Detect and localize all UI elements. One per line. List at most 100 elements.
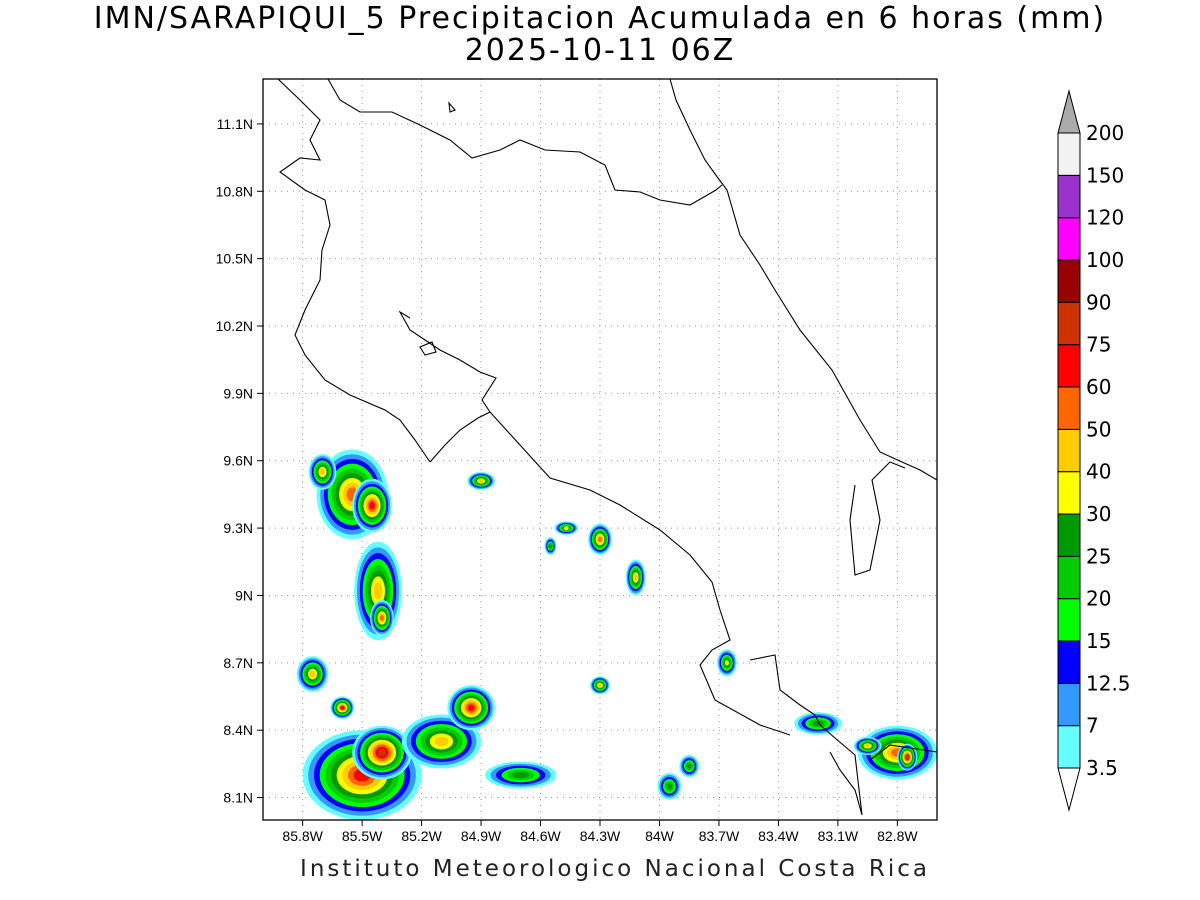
- colorbar-swatch: [1057, 640, 1081, 684]
- rain-cell: [794, 712, 842, 735]
- colorbar-swatch: [1057, 513, 1081, 557]
- lat-tick-label: 8.7N: [223, 655, 253, 671]
- colorbar-level-label: 75: [1086, 333, 1111, 357]
- lat-tick-label: 10.2N: [216, 318, 253, 334]
- rain-cell: [590, 676, 610, 695]
- colorbar-level-label: 3.5: [1086, 756, 1118, 780]
- lon-tick-label: 85.2W: [401, 828, 442, 844]
- colorbar-over-triangle: [1057, 89, 1081, 134]
- rain-cell: [657, 772, 682, 800]
- rain-contour: [666, 783, 673, 790]
- rain-contour: [379, 615, 384, 621]
- rain-cell: [897, 743, 918, 771]
- rain-cell: [588, 523, 612, 556]
- map-title: IMN/SARAPIQUI_5 Precipitacion Acumulada …: [93, 1, 1107, 36]
- rain-contour: [369, 501, 375, 510]
- colorbar-swatch: [1057, 344, 1081, 388]
- lon-tick-label: 85.8W: [282, 828, 323, 844]
- rain-contour: [309, 670, 316, 678]
- rain-contour: [478, 478, 484, 483]
- rain-cell: [853, 736, 882, 755]
- colorbar-swatch: [1057, 471, 1081, 515]
- rain-contour: [633, 574, 638, 581]
- rain-cell: [330, 696, 355, 719]
- colorbar-level-label: 200: [1086, 121, 1124, 145]
- lat-tick-label: 10.8N: [216, 183, 253, 199]
- rain-cell: [352, 725, 412, 780]
- colorbar-level-label: 7: [1086, 714, 1099, 738]
- lake-island: [448, 101, 456, 113]
- lat-tick-label: 9.6N: [223, 453, 253, 469]
- rain-cell: [544, 537, 557, 556]
- rain-contour: [598, 683, 602, 688]
- rain-contour: [512, 771, 529, 779]
- colorbar-swatch: [1057, 174, 1081, 219]
- colorbar-level-label: 12.5: [1086, 671, 1131, 695]
- caribbean-coastline: [669, 79, 937, 481]
- osa-peninsula: [749, 654, 863, 816]
- colorbar-swatch: [1057, 725, 1081, 769]
- rain-cell: [447, 685, 495, 731]
- rain-contour: [724, 660, 729, 666]
- rain-contour: [865, 743, 871, 748]
- rain-contour: [434, 736, 449, 747]
- rain-contour: [563, 526, 569, 531]
- rain-contour: [905, 755, 910, 760]
- precipitation-field: [296, 449, 937, 820]
- map-background: [263, 79, 937, 820]
- lon-tick-label: 83.7W: [699, 828, 740, 844]
- rain-contour: [812, 720, 824, 727]
- rain-contour: [686, 763, 692, 769]
- rain-contour: [378, 749, 386, 757]
- rain-cell: [679, 754, 700, 778]
- colorbar-swatch: [1057, 386, 1081, 430]
- lat-tick-label: 9N: [235, 587, 253, 603]
- rain-cell: [352, 478, 392, 533]
- rain-cell: [716, 649, 737, 677]
- colorbar-level-label: 90: [1086, 290, 1111, 314]
- colorbar-swatch: [1057, 217, 1081, 261]
- nicoya-gulf-coast: [398, 310, 497, 463]
- colorbar-swatch: [1057, 259, 1081, 303]
- costa-rica-panama-border: [489, 411, 791, 736]
- colorbar-level-label: 100: [1086, 248, 1124, 272]
- colorbar-swatch: [1057, 428, 1081, 473]
- burica-coast: [869, 744, 937, 761]
- lat-tick-label: 9.3N: [223, 520, 253, 536]
- rain-contour: [467, 704, 475, 711]
- pacific-coastline-north: [277, 79, 431, 463]
- colorbar-level-label: 20: [1086, 587, 1111, 611]
- rain-cell: [308, 453, 337, 490]
- lat-tick-label: 8.4N: [223, 722, 253, 738]
- institution-footer: Instituto Meteorologico Nacional Costa R…: [300, 856, 930, 882]
- lon-tick-label: 83.1W: [818, 828, 859, 844]
- colorbar-under-triangle: [1057, 767, 1081, 812]
- rain-cell: [467, 471, 495, 490]
- lon-tick-label: 84.9W: [461, 828, 502, 844]
- colorbar-legend: 3.5 7 12.5 15 20 25 30 40 50 60 75 90 100 120 150 200: [1057, 89, 1131, 812]
- colorbar-level-label: 40: [1086, 460, 1111, 484]
- colorbar-level-label: 60: [1086, 375, 1111, 399]
- colorbar-level-label: 15: [1086, 629, 1111, 653]
- coastlines: [277, 79, 937, 816]
- lat-tick-label: 11.1N: [217, 116, 253, 132]
- colorbar-level-label: 150: [1086, 163, 1124, 187]
- lon-tick-label: 84.3W: [580, 828, 621, 844]
- lat-tick-label: 9.9N: [223, 385, 253, 401]
- panama-border-east: [849, 461, 906, 576]
- rain-contour: [373, 582, 383, 600]
- colorbar-level-label: 25: [1086, 544, 1111, 568]
- lon-tick-label: 82.8W: [877, 828, 918, 844]
- lon-tick-label: 83.4W: [758, 828, 799, 844]
- lon-tick-label: 84.6W: [520, 828, 561, 844]
- colorbar-level-label: 30: [1086, 502, 1111, 526]
- colorbar-swatch: [1057, 598, 1081, 642]
- rain-cell: [857, 725, 937, 780]
- colorbar-level-label: 120: [1086, 206, 1124, 230]
- map-subtitle-datetime: 2025-10-11 06Z: [464, 33, 736, 68]
- rain-contour: [598, 536, 602, 542]
- lon-tick-label: 84W: [645, 828, 675, 844]
- lon-tick-label: 85.5W: [342, 828, 383, 844]
- lat-tick-label: 8.1N: [223, 790, 253, 806]
